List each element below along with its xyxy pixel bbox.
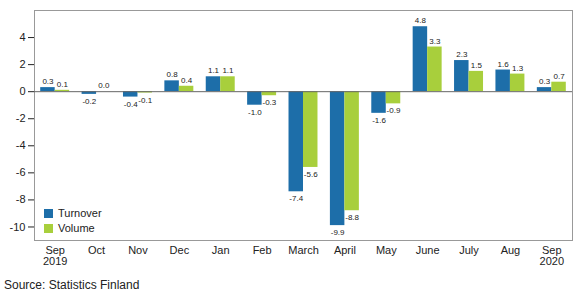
svg-text:1.3: 1.3: [512, 64, 524, 73]
svg-text:Nov: Nov: [128, 244, 148, 256]
svg-text:3.3: 3.3: [429, 37, 441, 46]
svg-text:June: June: [416, 244, 440, 256]
svg-text:-5.6: -5.6: [304, 170, 318, 179]
svg-text:-0.3: -0.3: [262, 98, 276, 107]
svg-text:Jan: Jan: [212, 244, 230, 256]
svg-text:-1.6: -1.6: [372, 116, 386, 125]
svg-text:Oct: Oct: [88, 244, 105, 256]
svg-text:0.1: 0.1: [57, 80, 69, 89]
svg-text:0.0: 0.0: [98, 81, 110, 90]
svg-text:0: 0: [19, 85, 25, 97]
svg-text:-0.2: -0.2: [82, 97, 96, 106]
svg-text:1.1: 1.1: [208, 66, 220, 75]
svg-text:July: July: [459, 244, 479, 256]
svg-text:0.4: 0.4: [181, 76, 193, 85]
svg-text:0.3: 0.3: [539, 77, 551, 86]
svg-text:-0.4: -0.4: [124, 100, 138, 109]
html-text:Turnover: Turnover: [58, 207, 102, 219]
html-text:Source: Statistics Finland: Source: Statistics Finland: [4, 278, 140, 292]
svg-text:-6: -6: [16, 166, 26, 178]
svg-text:1.1: 1.1: [222, 66, 234, 75]
svg-text:Aug: Aug: [501, 244, 521, 256]
svg-text:0.7: 0.7: [553, 72, 565, 81]
svg-text:-0.1: -0.1: [138, 96, 152, 105]
svg-text:April: April: [334, 244, 356, 256]
svg-text:4.8: 4.8: [415, 16, 427, 25]
svg-text:Sep2019: Sep2019: [43, 244, 67, 267]
svg-text:2: 2: [19, 58, 25, 70]
svg-text:-8.8: -8.8: [345, 213, 359, 222]
svg-text:-10: -10: [10, 220, 26, 232]
svg-text:-2: -2: [16, 112, 26, 124]
html-text:Volume: Volume: [58, 222, 95, 234]
svg-text:Sep2020: Sep2020: [540, 244, 564, 267]
svg-text:Dec: Dec: [170, 244, 190, 256]
svg-text:Feb: Feb: [253, 244, 272, 256]
svg-text:-9.9: -9.9: [331, 228, 345, 237]
svg-text:0.3: 0.3: [42, 77, 54, 86]
svg-text:1.5: 1.5: [471, 61, 483, 70]
svg-text:2.3: 2.3: [456, 50, 468, 59]
svg-text:1.6: 1.6: [498, 60, 510, 69]
svg-text:-4: -4: [16, 139, 26, 151]
svg-text:4: 4: [19, 31, 25, 43]
svg-text:-0.9: -0.9: [387, 106, 401, 115]
svg-text:0.8: 0.8: [167, 70, 179, 79]
svg-text:May: May: [376, 244, 397, 256]
svg-text:-8: -8: [16, 193, 26, 205]
svg-text:-7.4: -7.4: [289, 194, 303, 203]
svg-text:March: March: [288, 244, 319, 256]
svg-text:-1.0: -1.0: [248, 108, 262, 117]
